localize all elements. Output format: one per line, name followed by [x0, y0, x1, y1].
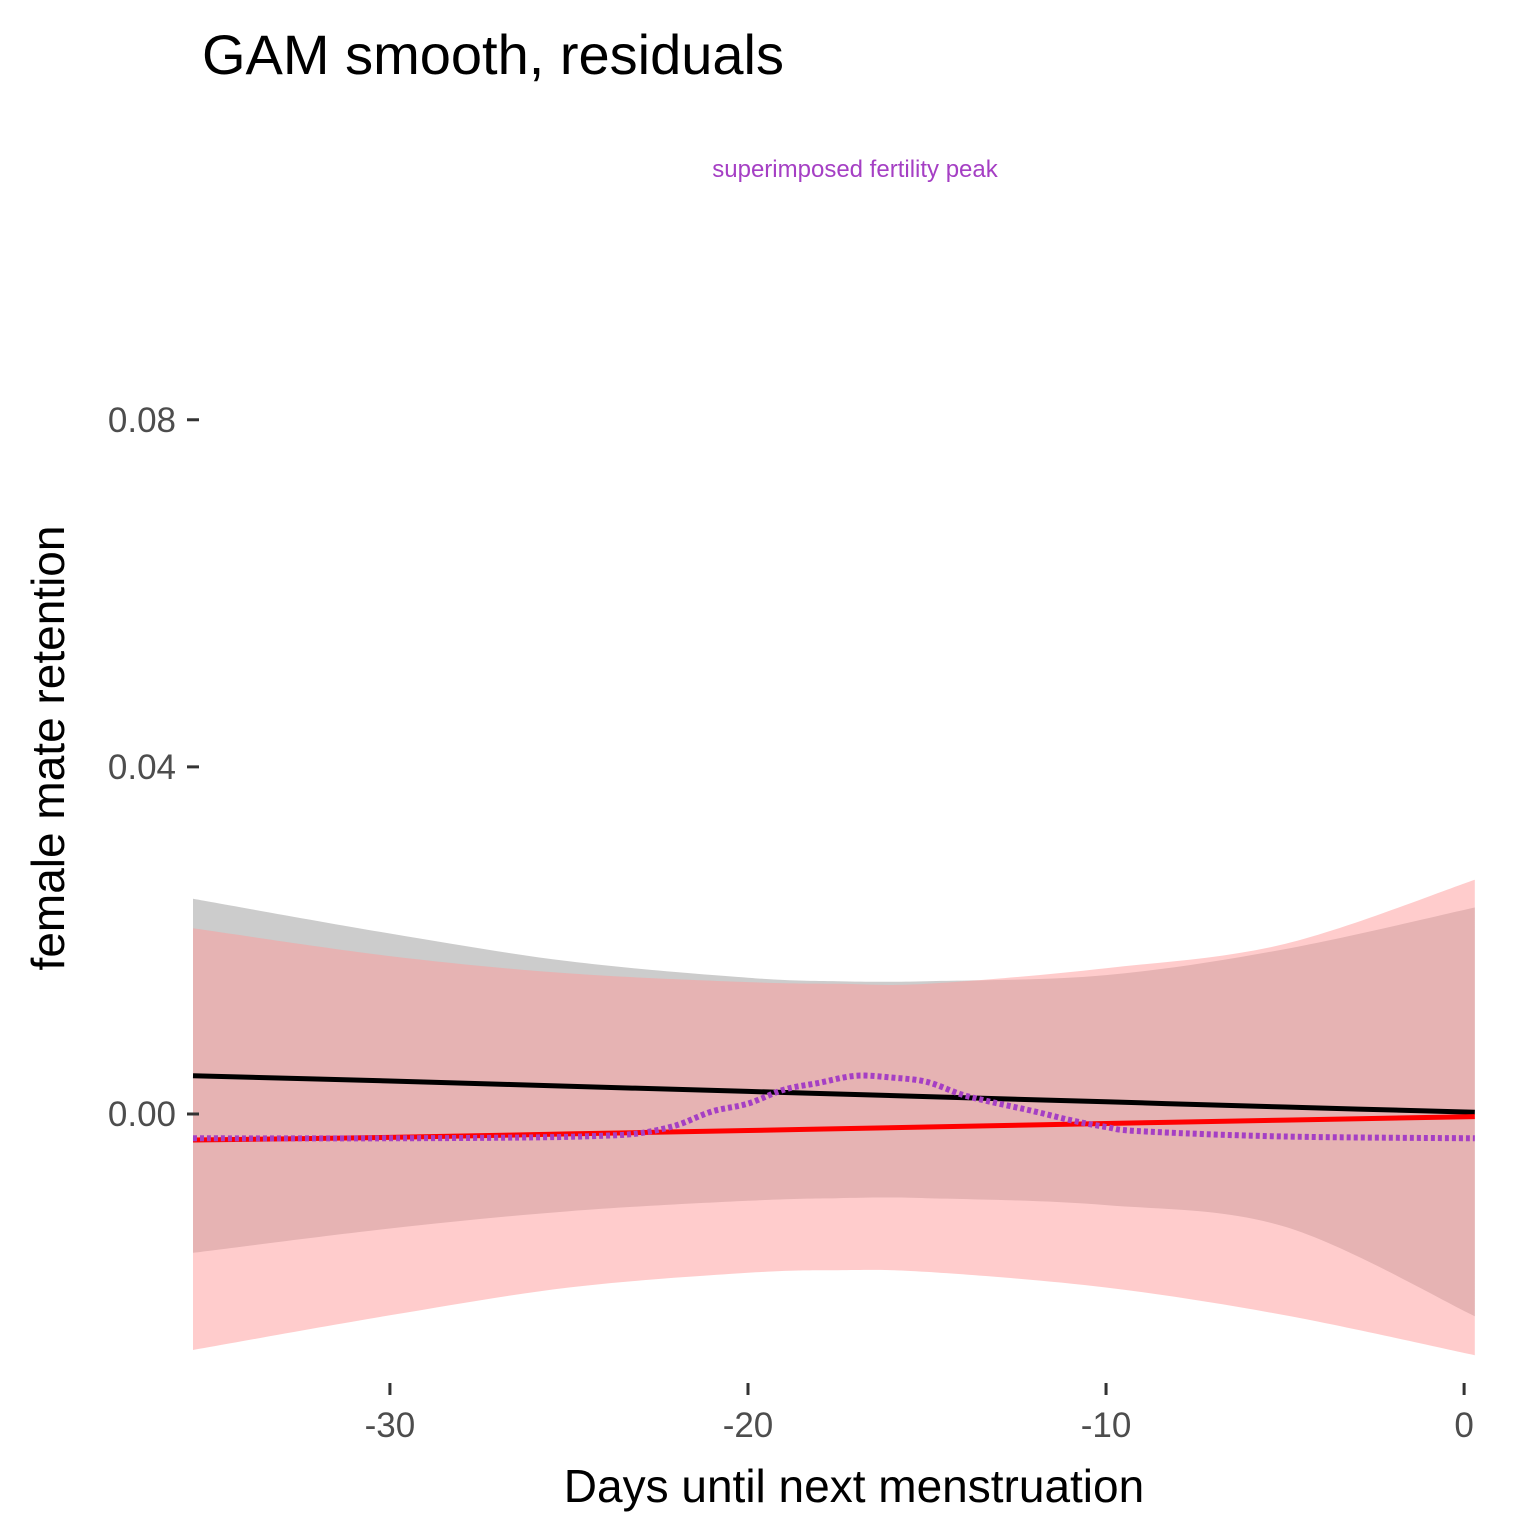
y-tick-label-1: 0.04 — [108, 748, 176, 787]
x-tick-label-1: -20 — [723, 1406, 774, 1445]
x-axis: -30 -20 -10 0 — [365, 1383, 1474, 1445]
chart-title: GAM smooth, residuals — [202, 23, 784, 86]
fertility-peak-annotation: superimposed fertility peak — [712, 156, 998, 183]
series-lines — [192, 1072, 1475, 1143]
y-tick-label-2: 0.00 — [108, 1095, 176, 1134]
x-tick-label-0: -30 — [365, 1406, 416, 1445]
x-tick-label-2: -10 — [1081, 1406, 1132, 1445]
x-tick-label-3: 0 — [1454, 1406, 1473, 1445]
y-axis-title: female mate retention — [22, 526, 74, 971]
series-line-0 — [192, 1073, 1475, 1115]
x-axis-title: Days until next menstruation — [564, 1460, 1144, 1512]
confidence-band-1 — [193, 879, 1475, 1356]
y-tick-label-0: 0.08 — [108, 401, 176, 440]
confidence-bands — [193, 879, 1475, 1356]
series-line-2 — [192, 1072, 1475, 1142]
y-axis: 0.08 0.04 0.00 — [108, 401, 199, 1134]
